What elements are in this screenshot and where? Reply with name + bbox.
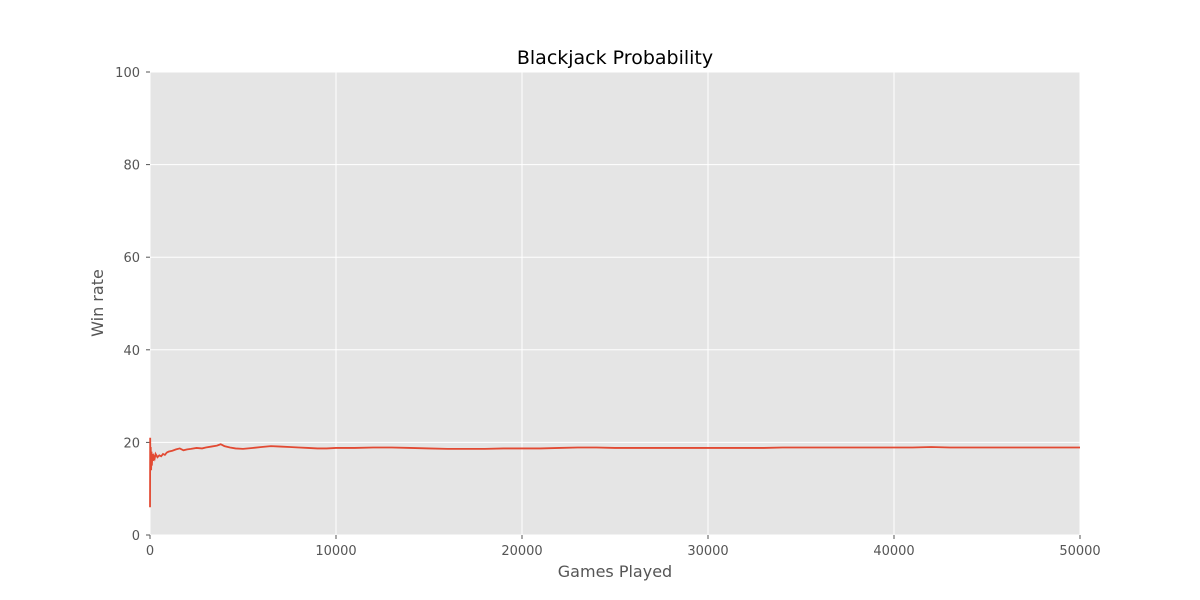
x-tick-label: 0 <box>146 544 154 559</box>
y-tick-label: 100 <box>115 66 140 81</box>
y-tick-label: 80 <box>123 159 140 174</box>
x-tick-labels: 0 10000 20000 30000 40000 50000 <box>146 544 1101 559</box>
y-tick-label: 40 <box>123 344 140 359</box>
y-axis-label: Win rate <box>88 269 107 337</box>
grid <box>149 71 1081 536</box>
x-axis-label: Games Played <box>558 562 672 581</box>
y-tick-label: 20 <box>123 436 140 451</box>
x-tick-label: 50000 <box>1059 544 1100 559</box>
x-tick-label: 20000 <box>501 544 542 559</box>
y-tick-labels: 0 20 40 60 80 100 <box>115 66 140 544</box>
tick-marks <box>146 71 1081 539</box>
series-line <box>149 437 1080 508</box>
y-tick-label: 60 <box>123 251 140 266</box>
chart-title: Blackjack Probability <box>517 47 713 69</box>
y-tick-label: 0 <box>132 529 140 544</box>
x-tick-label: 10000 <box>315 544 356 559</box>
x-tick-label: 30000 <box>687 544 728 559</box>
x-tick-label: 40000 <box>873 544 914 559</box>
plot-area <box>150 72 1080 535</box>
